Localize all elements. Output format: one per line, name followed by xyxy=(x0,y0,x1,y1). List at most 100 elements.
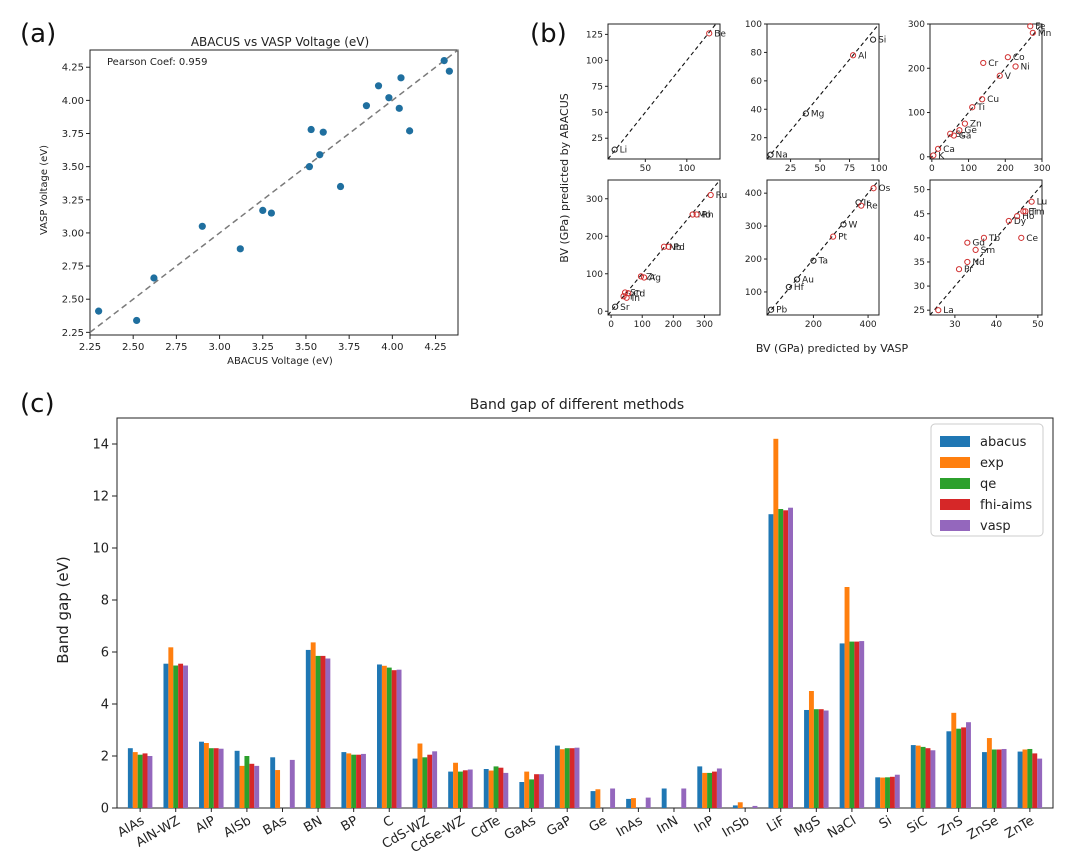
chart-b-point xyxy=(935,307,942,314)
chart-b-point-label: Pr xyxy=(964,265,973,275)
chart-c-bar xyxy=(631,798,636,808)
chart-c-bar xyxy=(712,771,717,808)
chart-c-bar xyxy=(462,770,468,808)
chart-b-xtick-label: 300 xyxy=(696,320,713,330)
chart-b-plot: 50 100 25 50 75 100 125 Li Be 25 50 75 100 20 40 60 80 10… xyxy=(586,20,1051,330)
chart-b-point xyxy=(693,211,700,218)
chart-b-parity-line xyxy=(607,23,717,160)
chart-c-bar xyxy=(346,753,352,808)
chart-b-point-label: La xyxy=(943,306,954,316)
chart-b-subplot: 25 50 75 100 20 40 60 80 100 Na Mg Al Si xyxy=(745,20,888,174)
chart-c-bar xyxy=(564,748,570,808)
chart-c-bar xyxy=(839,643,845,808)
chart-c-bar xyxy=(417,743,423,808)
chart-c-ytick-label: 4 xyxy=(101,698,109,713)
chart-a-point xyxy=(198,222,206,230)
chart-b-point-label: Pb xyxy=(776,306,787,316)
chart-b-ytick-label: 25 xyxy=(914,306,925,316)
chart-b-point-label: Cr xyxy=(988,59,998,69)
chart-b-ytick-label: 300 xyxy=(908,20,925,30)
chart-c-bar xyxy=(427,754,433,808)
chart-c-bar xyxy=(808,691,814,808)
chart-b-point-label: Sm xyxy=(981,246,995,256)
chart-c-bar xyxy=(823,710,829,808)
chart-c-ytick-label: 12 xyxy=(92,490,109,505)
chart-c-bar xyxy=(930,750,936,808)
chart-c-bar xyxy=(844,587,850,808)
chart-c-bar xyxy=(1027,748,1033,808)
chart-a-xlabel: ABACUS Voltage (eV) xyxy=(227,356,333,367)
chart-c-bar xyxy=(737,802,743,808)
chart-b-point-label: Mn xyxy=(1038,29,1051,39)
chart-b-point xyxy=(955,266,963,273)
chart-b-point-label: Pd xyxy=(674,243,685,253)
chart-b-point xyxy=(870,36,877,43)
chart-b-point xyxy=(996,72,1003,79)
chart-a-xtick-label: 2.75 xyxy=(165,342,187,353)
chart-b-ytick-label: 0 xyxy=(919,153,925,163)
chart-c-bar xyxy=(524,771,530,808)
chart-b-subplot: 50 100 25 50 75 100 125 Li Be xyxy=(586,23,726,174)
chart-b-point xyxy=(840,221,847,228)
chart-b-parity-line xyxy=(766,23,880,160)
chart-c-bar xyxy=(325,658,331,808)
chart-c-bar xyxy=(1037,758,1043,808)
chart-c-bar xyxy=(361,753,366,808)
chart-b-ytick-label: 100 xyxy=(586,270,603,280)
chart-c-bar xyxy=(488,770,494,808)
chart-b-ytick-label: 200 xyxy=(586,232,603,242)
chart-c-bar xyxy=(305,649,311,808)
chart-b-point xyxy=(625,290,632,297)
chart-a-xtick-label: 3.75 xyxy=(338,342,360,353)
panel-label-b: (b) xyxy=(530,19,567,49)
chart-c-legend-label: abacus xyxy=(980,435,1027,450)
chart-b-ytick-label: 50 xyxy=(914,186,926,196)
chart-c-legend-label: exp xyxy=(980,456,1004,471)
chart-b-point xyxy=(849,52,857,59)
chart-c-bar xyxy=(645,797,651,808)
chart-c-bar xyxy=(457,771,463,808)
chart-b-point xyxy=(961,120,968,127)
chart-c-legend-label: vasp xyxy=(980,519,1011,534)
chart-b-point xyxy=(611,146,618,153)
chart-c-bar xyxy=(249,763,255,808)
chart-c-bar xyxy=(889,776,895,808)
chart-b-frame xyxy=(607,23,721,160)
chart-c-bar xyxy=(178,663,184,808)
chart-c-legend-label: qe xyxy=(980,477,996,492)
chart-b-ytick-label: 60 xyxy=(751,77,763,87)
chart-a-point xyxy=(440,57,448,65)
chart-b-point xyxy=(612,303,619,310)
chart-c-bar xyxy=(163,663,169,808)
chart-c-bar xyxy=(381,665,387,808)
chart-c-title: Band gap of different methods xyxy=(470,397,684,413)
chart-b-xtick-label: 40 xyxy=(991,320,1003,330)
chart-b-xtick-label: 400 xyxy=(859,320,876,330)
chart-b-point-label: V xyxy=(1005,72,1012,82)
chart-a-ytick-label: 3.00 xyxy=(62,228,84,239)
chart-b-point-label: Au xyxy=(802,275,814,285)
chart-c-bar xyxy=(716,768,722,808)
chart-b-point-label: Cu xyxy=(987,95,999,105)
chart-b-point-label: Lu xyxy=(1037,198,1048,208)
chart-b-point-label: Mg xyxy=(811,110,824,120)
chart-b-point-label: Li xyxy=(620,146,628,156)
chart-b-parity-line xyxy=(929,184,1043,316)
chart-b-point xyxy=(830,233,837,240)
chart-c-bar xyxy=(1032,753,1038,808)
chart-b-point xyxy=(980,59,987,67)
chart-c-bar xyxy=(991,749,997,808)
chart-b-point-label: Ho xyxy=(1022,212,1035,222)
chart-b-point-label: Ag xyxy=(649,274,661,284)
chart-c-bar xyxy=(915,745,921,808)
chart-c-bar xyxy=(498,767,504,808)
chart-c-xtick-label: BP xyxy=(339,813,361,834)
chart-b-point xyxy=(950,132,957,139)
chart-c-bar xyxy=(234,750,240,808)
chart-c-bar xyxy=(315,655,321,808)
chart-c-bar xyxy=(310,642,316,808)
chart-c-bar xyxy=(168,647,174,808)
chart-b-ytick-label: 100 xyxy=(745,20,762,30)
